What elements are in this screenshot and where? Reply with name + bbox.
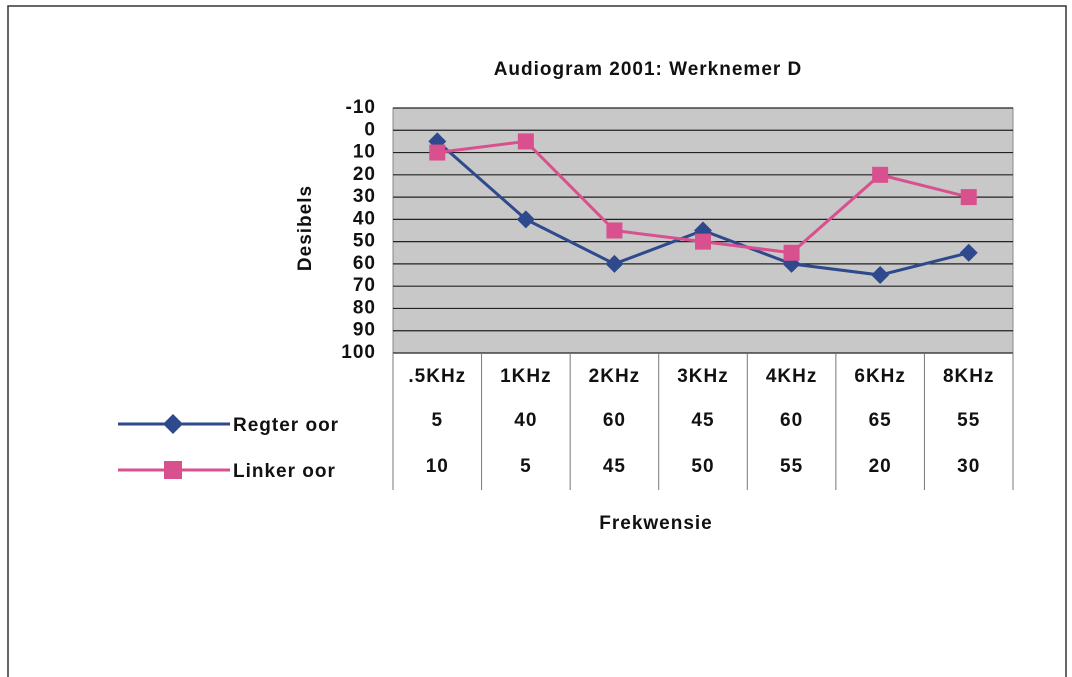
marker	[960, 189, 977, 206]
marker	[783, 244, 800, 261]
table-value: 60	[603, 410, 626, 431]
legend-marker	[163, 414, 183, 434]
x-tick-label: 8KHz	[943, 366, 995, 387]
y-tick-label: 20	[353, 164, 376, 185]
y-tick-label: 100	[341, 342, 376, 363]
marker	[695, 233, 711, 250]
marker	[959, 243, 978, 262]
legend-label: Regter oor	[233, 415, 339, 436]
y-tick-label: 80	[353, 297, 376, 318]
table-value: 5	[520, 456, 532, 477]
y-tick-label: 70	[353, 275, 376, 296]
x-tick-label: .5KHz	[408, 366, 466, 387]
chart-title: Audiogram 2001: Werknemer D	[494, 59, 803, 80]
table-value: 45	[691, 410, 714, 431]
marker	[872, 166, 889, 183]
table-value: 60	[780, 410, 803, 431]
marker	[516, 210, 535, 229]
x-tick-label: 2KHz	[589, 366, 641, 387]
marker	[606, 222, 623, 239]
table-value: 45	[603, 456, 626, 477]
table-value: 55	[957, 410, 980, 431]
table-value: 55	[780, 456, 803, 477]
table-value: 30	[957, 456, 980, 477]
x-tick-label: 4KHz	[766, 366, 818, 387]
y-tick-label: 50	[353, 231, 376, 252]
marker	[517, 133, 534, 150]
y-tick-label: -10	[346, 97, 376, 118]
y-tick-label: 30	[353, 186, 376, 207]
x-tick-label: 3KHz	[677, 366, 729, 387]
frame	[7, 5, 1067, 677]
table-value: 50	[691, 456, 714, 477]
table-value: 10	[426, 456, 449, 477]
x-tick-label: 1KHz	[500, 366, 552, 387]
table-value: 65	[869, 410, 892, 431]
marker	[429, 144, 446, 161]
x-axis-label: Frekwensie	[599, 513, 713, 534]
marker	[605, 254, 624, 273]
marker	[871, 266, 890, 285]
table-value: 40	[514, 410, 537, 431]
x-tick-label: 6KHz	[854, 366, 906, 387]
y-tick-label: 10	[353, 142, 376, 163]
table-value: 20	[869, 456, 892, 477]
y-axis-label: Desibels	[295, 185, 316, 271]
table-value: 5	[431, 410, 443, 431]
y-tick-label: 0	[364, 119, 376, 140]
y-tick-label: 90	[353, 320, 376, 341]
y-tick-label: 60	[353, 253, 376, 274]
legend-label: Linker oor	[233, 461, 336, 482]
y-tick-label: 40	[353, 208, 376, 229]
legend-marker	[164, 461, 182, 479]
